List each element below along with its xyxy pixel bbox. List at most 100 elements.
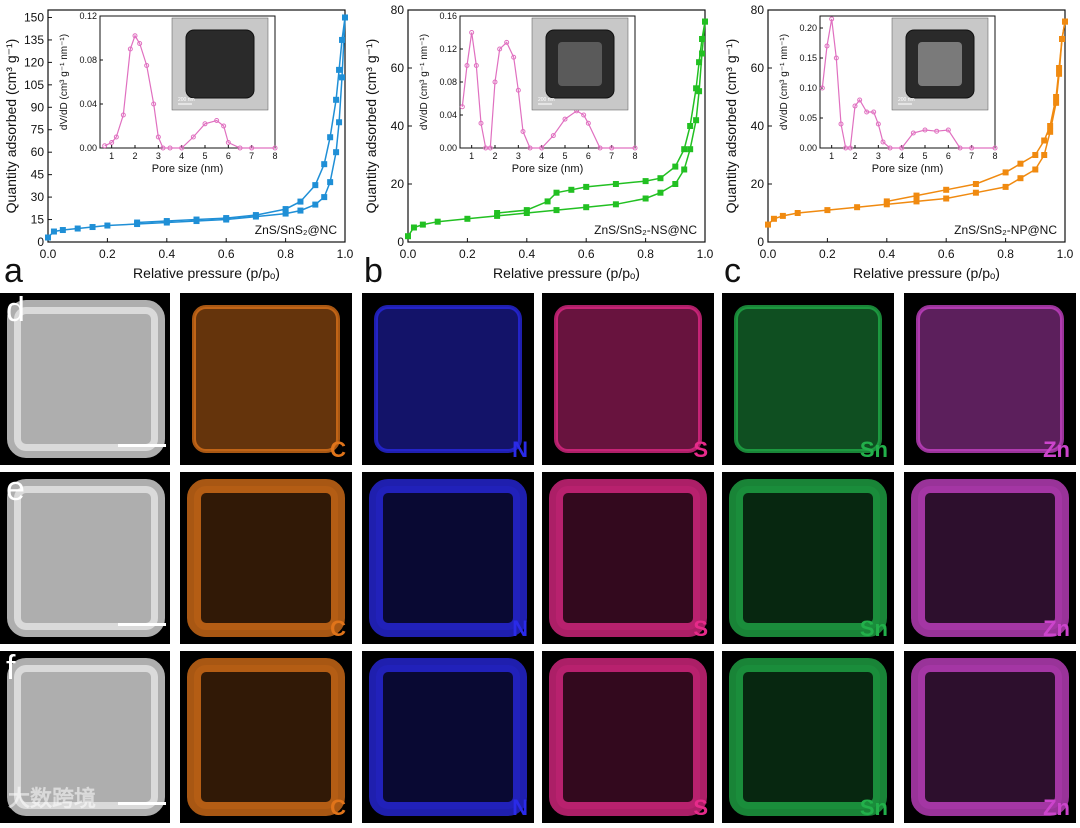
- eds-map-tile: N: [362, 293, 534, 465]
- isotherm-point: [336, 119, 343, 126]
- psd-point: [167, 145, 173, 151]
- inset-y-axis-label: dV/dD (cm³ g⁻¹ nm⁻¹): [59, 34, 70, 130]
- element-label: Zn: [1043, 795, 1070, 820]
- psd-point: [272, 145, 278, 151]
- x-tick-label: 0.4: [518, 247, 535, 261]
- tile-graphic: [734, 305, 882, 453]
- haadf-stem-image: d: [0, 293, 170, 465]
- psd-point: [824, 43, 830, 49]
- psd-point: [899, 145, 905, 151]
- isotherm-point: [854, 204, 861, 211]
- inset-y-tick-label: 0.00: [439, 143, 457, 153]
- isotherm-point: [1053, 94, 1060, 100]
- tem-scale-label: 200 nm: [898, 97, 915, 103]
- x-tick-label: 0.0: [40, 247, 57, 261]
- inset-x-tick-label: 6: [226, 151, 231, 161]
- eds-map-tile: N: [362, 472, 534, 644]
- isotherm-point: [464, 215, 471, 222]
- isotherm-chart-b: 0 20 40 60 80 0.0 0.2 0.4 0.6 0.8 1.0 Relative pres…: [363, 3, 714, 290]
- isotherm-point: [702, 18, 708, 25]
- inset-y-tick-label: 0.12: [439, 44, 457, 54]
- inset-x-tick-label: 7: [609, 151, 614, 161]
- eds-map-tile: S: [542, 651, 714, 823]
- psd-point: [838, 121, 844, 127]
- isotherm-point: [657, 175, 664, 182]
- y-tick-label: 30: [31, 190, 45, 204]
- tile-graphic: [729, 479, 887, 637]
- element-label: Sn: [859, 437, 888, 462]
- psd-point: [922, 127, 928, 133]
- psd-point: [492, 79, 498, 85]
- y-tick-label: 150: [24, 10, 44, 24]
- isotherm-point: [1041, 137, 1048, 144]
- eds-map-tile: Sn: [722, 651, 894, 823]
- psd-point: [179, 145, 185, 151]
- element-label: C: [330, 437, 346, 462]
- isotherm-point: [410, 224, 417, 231]
- isotherm-point: [770, 215, 777, 222]
- particle-shell: [7, 658, 165, 816]
- isotherm-point: [642, 178, 649, 185]
- y-tick-label: 20: [751, 177, 765, 191]
- psd-point: [137, 41, 143, 46]
- psd-point: [190, 134, 196, 140]
- psd-point: [515, 87, 521, 93]
- scale-bar: [118, 623, 166, 626]
- psd-point: [609, 145, 615, 151]
- inset-x-tick-label: 2: [492, 151, 497, 161]
- isotherm-point: [523, 207, 530, 214]
- element-label: C: [330, 616, 346, 641]
- y-tick-label: 120: [24, 55, 44, 69]
- psd-point: [144, 63, 150, 68]
- inset-x-tick-label: 6: [586, 151, 591, 161]
- x-tick-label: 0.6: [938, 247, 955, 261]
- x-tick-label: 1.0: [697, 247, 714, 261]
- isotherm-point: [1062, 18, 1068, 25]
- psd-point: [520, 129, 526, 134]
- isotherm-point: [612, 181, 619, 187]
- element-label: S: [693, 437, 708, 462]
- psd-point: [880, 139, 886, 145]
- psd-point: [151, 101, 157, 107]
- scale-bar: [118, 802, 166, 805]
- inset-x-tick-label: 5: [562, 151, 567, 161]
- psd-point: [469, 30, 475, 35]
- inset-y-tick-label: 0.05: [799, 113, 817, 123]
- particle-core: [918, 665, 1062, 809]
- psd-point: [459, 104, 465, 110]
- plot-frame: [47, 9, 346, 243]
- inset-x-tick-label: 5: [922, 151, 927, 161]
- x-tick-label: 0.2: [99, 247, 116, 261]
- x-tick-label: 0.4: [158, 247, 175, 261]
- inset-x-tick-label: 4: [539, 151, 544, 161]
- particle-core: [376, 486, 520, 630]
- tile-graphic: [911, 479, 1069, 637]
- isotherm-point: [583, 183, 590, 190]
- inset-x-tick-label: 3: [516, 151, 521, 161]
- tile-graphic: [554, 305, 702, 453]
- y-axis-label: Quantity adsorbed (cm³ g⁻¹): [723, 39, 739, 214]
- eds-map-tile: Zn: [904, 651, 1076, 823]
- inset-y-axis-label: dV/dD (cm³ g⁻¹ nm⁻¹): [779, 34, 790, 130]
- isotherm-point: [494, 210, 501, 216]
- psd-point: [969, 145, 975, 151]
- eds-map-tile: Sn: [722, 293, 894, 465]
- isotherm-point: [282, 210, 289, 217]
- tile-graphic: [916, 305, 1064, 453]
- isotherm-point: [297, 207, 304, 214]
- psd-point: [847, 145, 853, 151]
- particle-shell: [192, 305, 340, 453]
- y-tick-label: 90: [31, 100, 45, 114]
- tile-graphic: [187, 479, 345, 637]
- haadf-stem-image: f 大数跨境: [0, 651, 170, 823]
- inset-y-tick-label: 0.16: [439, 11, 457, 21]
- particle-fill: [556, 307, 700, 451]
- psd-point: [957, 145, 963, 151]
- psd-point: [585, 120, 591, 126]
- isotherm-point: [312, 182, 319, 189]
- psd-point: [550, 133, 556, 139]
- particle-shell: [911, 658, 1069, 816]
- psd-point: [464, 63, 470, 68]
- x-tick-label: 0.0: [760, 247, 777, 261]
- isotherm-point: [327, 179, 334, 186]
